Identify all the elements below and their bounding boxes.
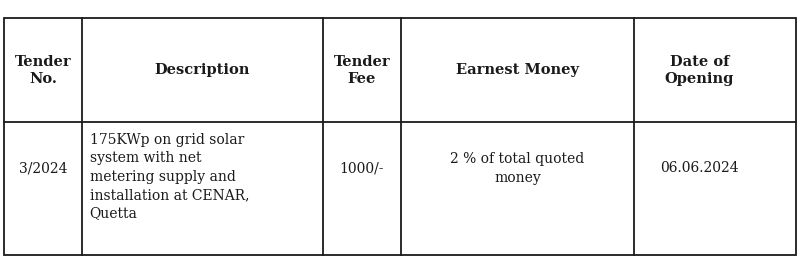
Text: Description: Description <box>154 63 250 77</box>
Text: 3/2024: 3/2024 <box>18 161 67 175</box>
Text: 06.06.2024: 06.06.2024 <box>660 161 738 175</box>
Text: Tender
No.: Tender No. <box>14 55 71 86</box>
Text: Tender
Fee: Tender Fee <box>334 55 390 86</box>
Text: 175KWp on grid solar
system with net
metering supply and
installation at CENAR,
: 175KWp on grid solar system with net met… <box>90 133 249 220</box>
Text: Earnest Money: Earnest Money <box>456 63 579 77</box>
Text: 1000/-: 1000/- <box>340 161 384 175</box>
Text: Date of
Opening: Date of Opening <box>665 55 734 86</box>
Text: 2 % of total quoted
money: 2 % of total quoted money <box>450 152 585 184</box>
